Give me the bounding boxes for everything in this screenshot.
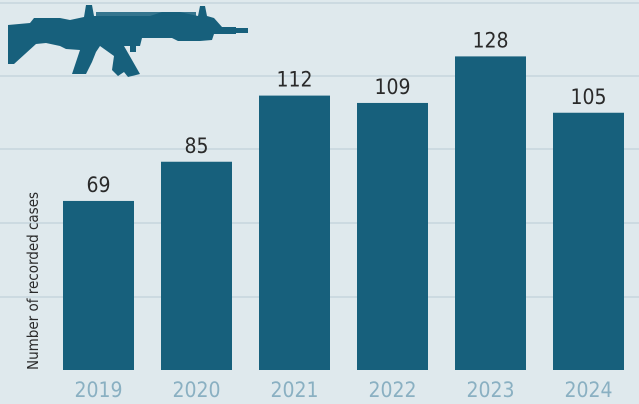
rifle-icon xyxy=(8,5,248,77)
data-label-2022: 109 xyxy=(374,75,410,99)
data-label-2020: 85 xyxy=(184,134,208,158)
bar-2023 xyxy=(455,56,526,371)
data-label-2024: 105 xyxy=(570,85,606,109)
bars xyxy=(63,56,624,371)
rifle-rail xyxy=(96,12,196,16)
x-tick-2024: 2024 xyxy=(564,378,612,402)
x-axis-ticks: 2019 2020 2021 2022 2023 2024 xyxy=(74,378,612,402)
data-labels: 69 85 112 109 128 105 xyxy=(86,28,606,197)
rifle-barrel-tip xyxy=(236,28,248,33)
x-tick-2020: 2020 xyxy=(172,378,220,402)
x-tick-2019: 2019 xyxy=(74,378,122,402)
bar-2024 xyxy=(553,112,624,370)
y-axis-title: Number of recorded cases xyxy=(24,192,42,370)
data-label-2023: 128 xyxy=(472,28,508,52)
data-label-2019: 69 xyxy=(86,173,110,197)
bar-2019 xyxy=(63,200,134,370)
bar-2022 xyxy=(357,102,428,370)
x-tick-2021: 2021 xyxy=(270,378,318,402)
bar-2021 xyxy=(259,95,330,370)
x-tick-2022: 2022 xyxy=(368,378,416,402)
data-label-2021: 112 xyxy=(276,68,312,92)
bar-2020 xyxy=(161,161,232,370)
x-tick-2023: 2023 xyxy=(466,378,514,402)
